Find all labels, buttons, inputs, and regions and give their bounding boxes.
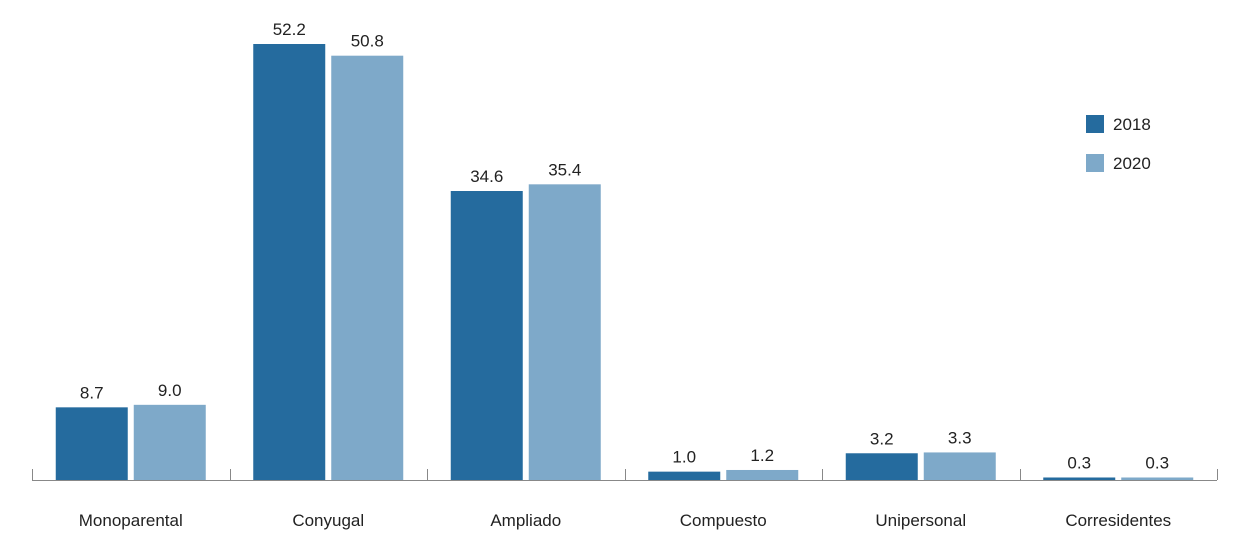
value-label-compuesto-2018: 1.0 <box>672 448 696 467</box>
legend-label-2018: 2018 <box>1113 115 1151 134</box>
value-label-conyugal-2020: 50.8 <box>351 32 384 51</box>
x-tick-label-monoparental: Monoparental <box>79 511 183 530</box>
x-tick-label-unipersonal: Unipersonal <box>875 511 966 530</box>
value-label-unipersonal-2020: 3.3 <box>948 428 972 447</box>
bar-ampliado-2020 <box>528 184 601 480</box>
x-axis: Monoparental Conyugal Ampliado Compuesto Uni… <box>32 469 1218 530</box>
x-tick-label-corresidentes: Corresidentes <box>1065 511 1171 530</box>
bar-ampliado-2018 <box>450 191 523 480</box>
x-tick-label-conyugal: Conyugal <box>292 511 364 530</box>
x-tick-label-compuesto: Compuesto <box>680 511 767 530</box>
legend-label-2020: 2020 <box>1113 154 1151 173</box>
value-labels-group: 8.7 9.0 52.2 50.8 34.6 35.4 1.0 1.2 3.2 3.3 0.3 0.3 <box>80 20 1169 472</box>
bar-corresidentes-2020 <box>1121 477 1194 480</box>
bar-conyugal-2020 <box>331 55 404 481</box>
legend-swatch-2018 <box>1086 115 1104 133</box>
bar-monoparental-2020 <box>133 404 206 480</box>
legend: 2018 2020 <box>1086 115 1151 173</box>
bar-corresidentes-2018 <box>1043 477 1116 480</box>
value-label-conyugal-2018: 52.2 <box>273 20 306 39</box>
value-label-monoparental-2020: 9.0 <box>158 381 182 400</box>
bar-monoparental-2018 <box>55 407 128 480</box>
bar-conyugal-2018 <box>253 44 326 480</box>
bar-unipersonal-2020 <box>923 452 996 480</box>
bar-unipersonal-2018 <box>845 453 918 480</box>
x-tick-label-ampliado: Ampliado <box>490 511 561 530</box>
value-label-monoparental-2018: 8.7 <box>80 383 104 402</box>
bar-compuesto-2020 <box>726 469 799 480</box>
value-label-corresidentes-2020: 0.3 <box>1145 453 1169 472</box>
value-label-ampliado-2020: 35.4 <box>548 160 581 179</box>
value-label-unipersonal-2018: 3.2 <box>870 429 894 448</box>
bar-compuesto-2018 <box>648 471 721 480</box>
legend-swatch-2020 <box>1086 154 1104 172</box>
value-label-compuesto-2020: 1.2 <box>750 446 774 465</box>
value-label-corresidentes-2018: 0.3 <box>1067 453 1091 472</box>
value-label-ampliado-2018: 34.6 <box>470 167 503 186</box>
bars-group <box>55 44 1194 481</box>
